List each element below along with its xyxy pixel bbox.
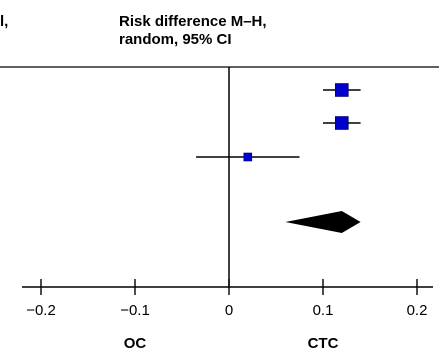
chart-title-line1: Risk difference M–H, bbox=[119, 13, 267, 30]
study-estimate-marker bbox=[334, 116, 349, 130]
favours-left-label: OC bbox=[124, 335, 147, 351]
x-tick-label: 0.2 bbox=[407, 302, 428, 319]
x-tick-label: −0.1 bbox=[120, 302, 150, 319]
x-tick-label: −0.2 bbox=[26, 302, 56, 319]
pooled-estimate-diamond bbox=[285, 211, 361, 233]
study-estimate-marker bbox=[243, 152, 253, 162]
favours-right-label: CTC bbox=[308, 335, 339, 351]
truncated-header-text: l, bbox=[0, 13, 9, 30]
chart-title: Risk difference M–H, random, 95% CI bbox=[119, 13, 267, 49]
chart-title-line2: random, 95% CI bbox=[119, 31, 232, 48]
x-tick-label: 0 bbox=[225, 302, 233, 319]
x-tick-label: 0.1 bbox=[313, 302, 334, 319]
study-estimate-marker bbox=[334, 83, 349, 97]
